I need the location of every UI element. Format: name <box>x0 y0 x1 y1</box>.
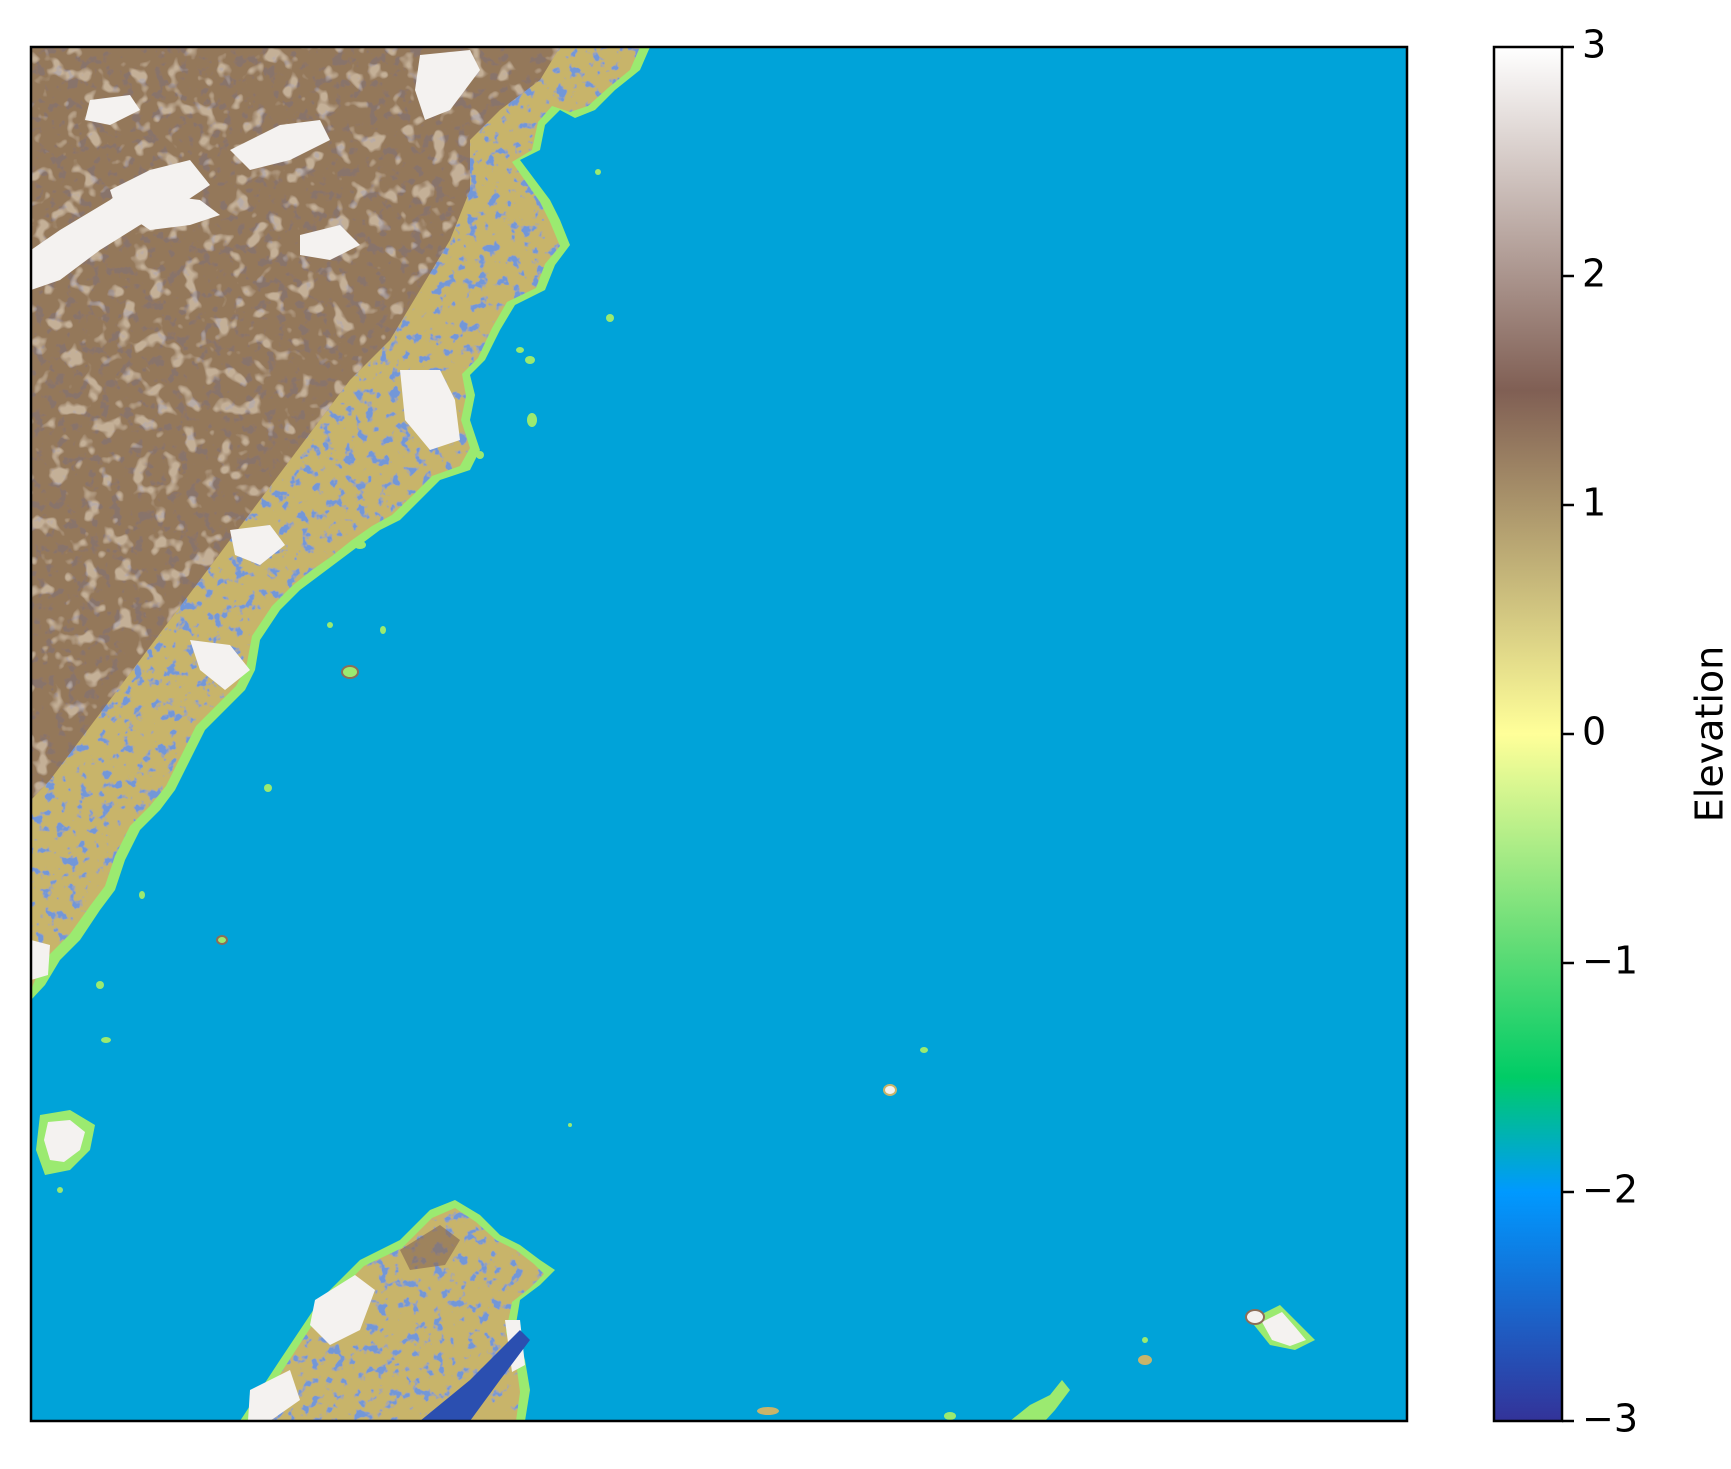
map-frame <box>29 45 1409 1423</box>
colorbar-tick-label: 3 <box>1582 23 1606 67</box>
colorbar-label: Elevation <box>1688 646 1731 823</box>
southern-island <box>240 1200 555 1421</box>
west-islets <box>36 1110 95 1175</box>
colorbar-tick-label: −1 <box>1582 939 1638 983</box>
colorbar-gradient <box>1494 47 1562 1421</box>
coastal-islets <box>57 169 614 1193</box>
map-panel <box>31 47 1407 1421</box>
mainland-landmass <box>31 47 650 1000</box>
colorbar-ticks: 3 2 1 0 −1 −2 −3 <box>1562 23 1638 1441</box>
colorbar-tick-label: −2 <box>1582 1168 1638 1212</box>
southeast-islets <box>757 1047 1315 1421</box>
colorbar-tick-label: 2 <box>1582 252 1606 296</box>
colorbar: 3 2 1 0 −1 −2 −3 Elevation <box>1492 23 1731 1441</box>
colorbar-tick-label: −3 <box>1582 1397 1638 1441</box>
mainland-highlands <box>31 50 480 980</box>
colorbar-tick-label: 1 <box>1582 481 1606 525</box>
colorbar-tick-label: 0 <box>1582 710 1606 754</box>
